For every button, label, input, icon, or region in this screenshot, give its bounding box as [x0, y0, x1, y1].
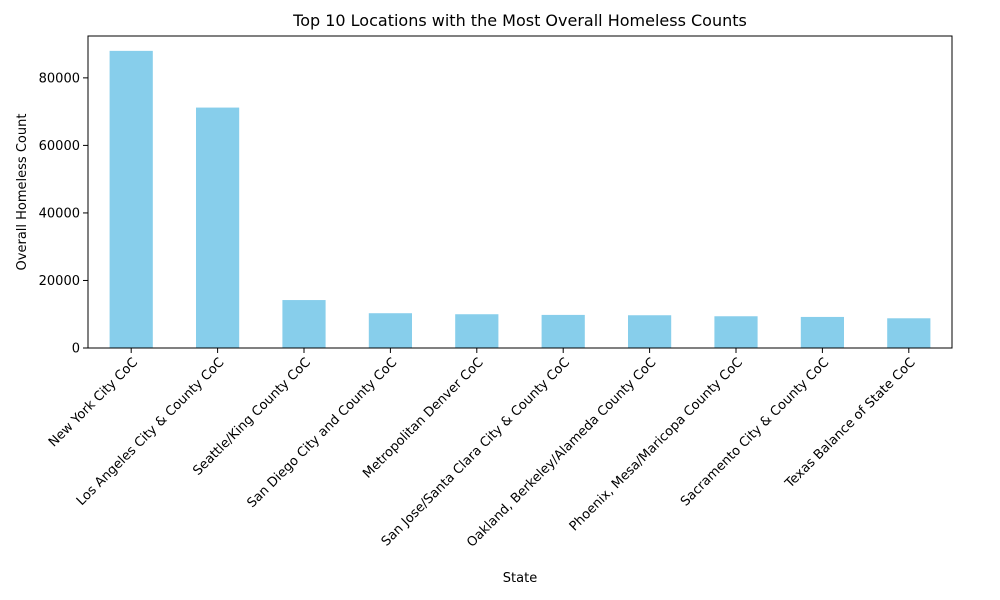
x-tick-label: New York City CoC [46, 355, 141, 450]
y-tick-label: 60000 [39, 139, 80, 154]
bar [368, 313, 412, 348]
y-tick-label: 0 [72, 342, 80, 357]
y-axis-label: Overall Homeless Count [15, 114, 30, 271]
bar [887, 318, 931, 348]
chart-title: Top 10 Locations with the Most Overall H… [292, 11, 747, 30]
y-axis-ticks: 0 20000 40000 60000 80000 [39, 71, 88, 357]
x-tick-label: Sacramento City & County CoC [678, 355, 832, 509]
bar [541, 314, 585, 348]
y-tick-label: 80000 [39, 71, 80, 86]
y-tick-label: 20000 [39, 274, 80, 289]
x-tick-label: San Diego City and County CoC [244, 355, 400, 511]
bar [800, 316, 844, 348]
x-tick-label: Phoenix, Mesa/Maricopa County CoC [567, 355, 746, 534]
bars-group [109, 50, 931, 349]
bar [628, 315, 672, 348]
x-tick-label: Los Angeles City & County CoC [74, 355, 228, 509]
bar [714, 316, 758, 348]
bar [196, 107, 240, 349]
plot-frame [87, 35, 953, 349]
x-tick-label: San Jose/Santa Clara City & County CoC [379, 355, 573, 549]
y-tick-label: 40000 [39, 206, 80, 221]
x-axis-label: State [503, 571, 537, 586]
bar [282, 300, 326, 348]
bar [109, 50, 153, 348]
x-tick-label: Oakland, Berkeley/Alameda County CoC [464, 355, 659, 550]
bar [455, 314, 499, 348]
